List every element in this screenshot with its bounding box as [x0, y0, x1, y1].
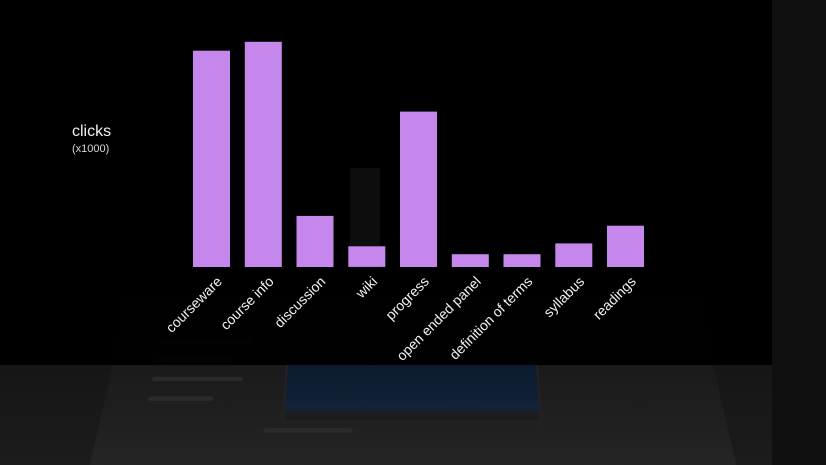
- x-tick-label: discussion: [271, 273, 329, 331]
- bar-open-ended-panel: [451, 254, 489, 267]
- ghost-text-line: [263, 428, 353, 433]
- x-tick-label: syllabus: [540, 273, 587, 320]
- x-tick-label: wiki: [352, 273, 381, 302]
- bar-discussion: [296, 215, 334, 267]
- x-tick-label: courseware: [162, 273, 225, 336]
- backdrop-video-player: [281, 362, 543, 423]
- bar-wiki: [348, 246, 386, 267]
- bar-course-info: [244, 41, 282, 267]
- x-tick-label: course info: [217, 273, 277, 333]
- bar-progress: [400, 111, 437, 267]
- y-axis-label: clicks: [72, 123, 112, 140]
- x-tick-label: progress: [382, 273, 432, 323]
- chart-panel: [0, 0, 772, 365]
- bar-readings: [607, 225, 644, 267]
- x-tick-label: readings: [590, 273, 639, 322]
- bar-syllabus: [555, 243, 593, 267]
- y-axis-unit: (x1000): [72, 143, 110, 155]
- bar-definition-of-terms: [503, 254, 541, 267]
- ghost-text-line: [151, 376, 244, 382]
- bars: [193, 41, 644, 268]
- bar-courseware: [193, 50, 230, 268]
- backdrop-video-controls: [283, 410, 541, 421]
- ghost-text-line: [147, 396, 214, 401]
- backdrop-edge: [772, 0, 826, 465]
